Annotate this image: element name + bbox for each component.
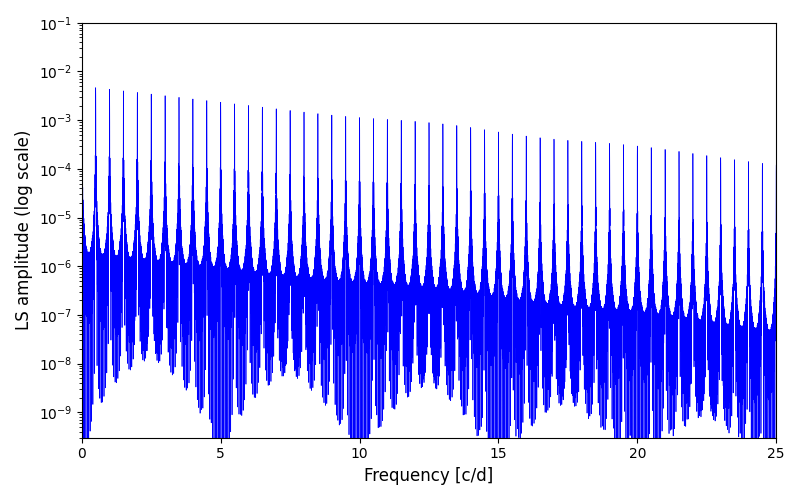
X-axis label: Frequency [c/d]: Frequency [c/d] <box>364 467 494 485</box>
Y-axis label: LS amplitude (log scale): LS amplitude (log scale) <box>15 130 33 330</box>
